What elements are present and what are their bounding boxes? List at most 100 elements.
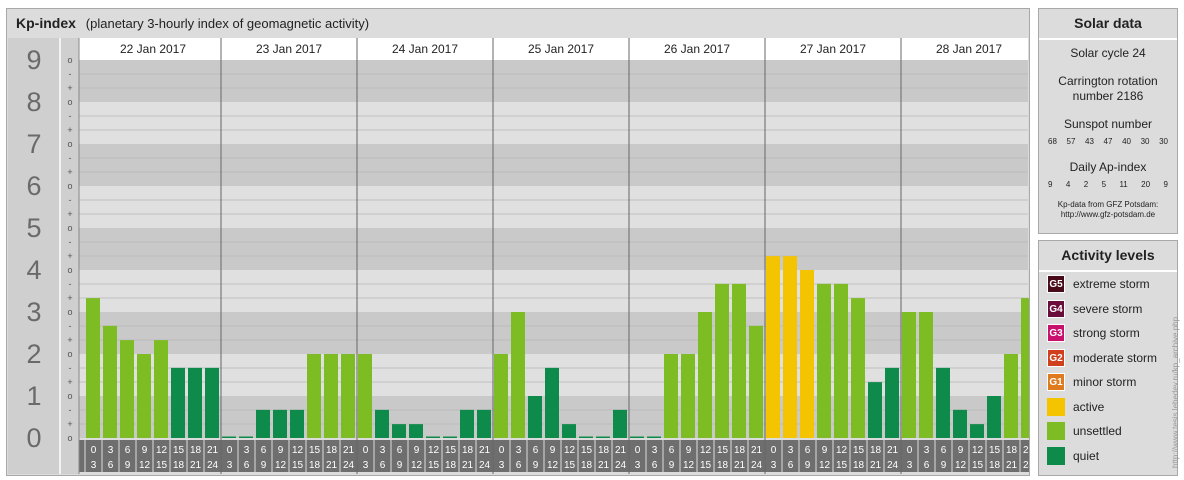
y-tick-label: 4 bbox=[26, 255, 41, 285]
interval-start-label: 0 bbox=[499, 445, 505, 456]
interval-start-label: 12 bbox=[972, 445, 984, 456]
interval-end-label: 24 bbox=[479, 460, 491, 471]
interval-start-label: 9 bbox=[142, 445, 148, 456]
interval-box bbox=[391, 440, 408, 472]
interval-end-label: 24 bbox=[343, 460, 355, 471]
watermark-url: http://www.tesis.lebedev.ru/kp_archive.p… bbox=[1171, 316, 1180, 468]
legend-item: G1 minor storm bbox=[1047, 372, 1136, 392]
interval-end-label: 3 bbox=[907, 460, 913, 471]
day-label: 23 Jan 2017 bbox=[256, 42, 322, 56]
interval-box bbox=[476, 440, 493, 472]
interval-end-label: 15 bbox=[292, 460, 304, 471]
y-minor-tick-label: o bbox=[67, 433, 72, 443]
legend-label: extreme storm bbox=[1073, 277, 1150, 291]
legend-swatch bbox=[1047, 397, 1065, 416]
interval-start-label: 21 bbox=[343, 445, 355, 456]
interval-box bbox=[119, 440, 136, 472]
kp-bar bbox=[290, 409, 304, 438]
interval-end-label: 6 bbox=[244, 460, 250, 471]
carrington-line-2: number 2186 bbox=[1072, 89, 1144, 103]
legend-label: active bbox=[1073, 399, 1105, 414]
kp-bar bbox=[120, 340, 134, 438]
kp-bar bbox=[375, 409, 389, 438]
kp-bar bbox=[494, 354, 508, 438]
y-minor-tick-label: o bbox=[67, 223, 72, 233]
y-minor-tick-label: o bbox=[67, 97, 72, 107]
interval-end-label: 15 bbox=[836, 460, 848, 471]
ap-values: 9 4 2 5 11 20 9 bbox=[1039, 180, 1177, 189]
interval-end-label: 24 bbox=[1023, 460, 1029, 471]
interval-box bbox=[374, 440, 391, 472]
source-line-1: Kp-data from GFZ Potsdam: bbox=[1057, 200, 1159, 209]
interval-start-label: 12 bbox=[564, 445, 576, 456]
interval-start-label: 3 bbox=[108, 445, 114, 456]
kp-bar bbox=[732, 283, 746, 438]
interval-end-label: 18 bbox=[717, 460, 729, 471]
interval-box bbox=[272, 440, 289, 472]
interval-start-label: 6 bbox=[397, 445, 403, 456]
interval-end-label: 12 bbox=[275, 460, 287, 471]
kp-band-6 bbox=[79, 144, 1028, 186]
interval-end-label: 9 bbox=[805, 460, 811, 471]
interval-start-label: 3 bbox=[788, 445, 794, 456]
kp-bar bbox=[545, 367, 559, 438]
kp-bar bbox=[188, 367, 202, 438]
interval-box bbox=[170, 440, 187, 472]
kp-bar bbox=[392, 424, 406, 438]
kp-bar bbox=[358, 354, 372, 438]
interval-start-label: 18 bbox=[870, 445, 882, 456]
interval-start-label: 0 bbox=[635, 445, 641, 456]
y-minor-tick-label: - bbox=[69, 153, 72, 163]
ap-value: 5 bbox=[1101, 180, 1107, 189]
interval-box bbox=[816, 440, 833, 472]
interval-start-label: 9 bbox=[550, 445, 556, 456]
day-label: 28 Jan 2017 bbox=[936, 42, 1002, 56]
interval-box bbox=[612, 440, 629, 472]
interval-end-label: 21 bbox=[870, 460, 882, 471]
date-header-strip bbox=[79, 38, 1028, 60]
kp-bar bbox=[205, 367, 219, 438]
interval-box bbox=[493, 440, 510, 472]
kp-bar bbox=[477, 409, 491, 438]
kp-band-2 bbox=[79, 312, 1028, 354]
interval-end-label: 3 bbox=[635, 460, 641, 471]
sunspot-value: 30 bbox=[1140, 137, 1150, 146]
interval-end-label: 3 bbox=[499, 460, 505, 471]
kp-bar bbox=[647, 436, 661, 438]
ap-value: 2 bbox=[1083, 180, 1089, 189]
y-minor-column bbox=[60, 38, 79, 474]
interval-start-label: 6 bbox=[941, 445, 947, 456]
interval-box bbox=[969, 440, 986, 472]
kp-bar bbox=[698, 312, 712, 438]
interval-box bbox=[204, 440, 221, 472]
interval-box bbox=[680, 440, 697, 472]
chart-subtitle: (planetary 3-hourly index of geomagnetic… bbox=[85, 16, 370, 31]
interval-end-label: 9 bbox=[941, 460, 947, 471]
interval-start-label: 9 bbox=[278, 445, 284, 456]
interval-end-label: 3 bbox=[91, 460, 97, 471]
interval-start-label: 21 bbox=[1023, 445, 1029, 456]
interval-box bbox=[799, 440, 816, 472]
activity-levels-panel: Activity levels G5 extreme storm G4 severe … bbox=[1038, 240, 1178, 476]
sunspot-value: 40 bbox=[1122, 137, 1131, 146]
interval-start-label: 15 bbox=[173, 445, 185, 456]
kp-bar bbox=[953, 409, 967, 438]
interval-box bbox=[238, 440, 255, 472]
interval-end-label: 3 bbox=[227, 460, 233, 471]
source-link[interactable]: http://www.gfz-potsdam.de bbox=[1060, 210, 1156, 219]
y-minor-tick-label: + bbox=[67, 251, 72, 261]
kp-bar bbox=[783, 256, 797, 438]
kp-bar bbox=[613, 409, 627, 438]
interval-start-label: 9 bbox=[414, 445, 420, 456]
interval-end-label: 24 bbox=[751, 460, 763, 471]
interval-start-label: 18 bbox=[462, 445, 474, 456]
interval-box bbox=[918, 440, 935, 472]
interval-box bbox=[459, 440, 476, 472]
interval-end-label: 9 bbox=[125, 460, 131, 471]
interval-end-label: 9 bbox=[261, 460, 267, 471]
ap-value: 11 bbox=[1119, 180, 1128, 189]
interval-box bbox=[714, 440, 731, 472]
interval-box bbox=[85, 440, 102, 472]
interval-end-label: 9 bbox=[533, 460, 539, 471]
kp-bar bbox=[817, 283, 831, 438]
